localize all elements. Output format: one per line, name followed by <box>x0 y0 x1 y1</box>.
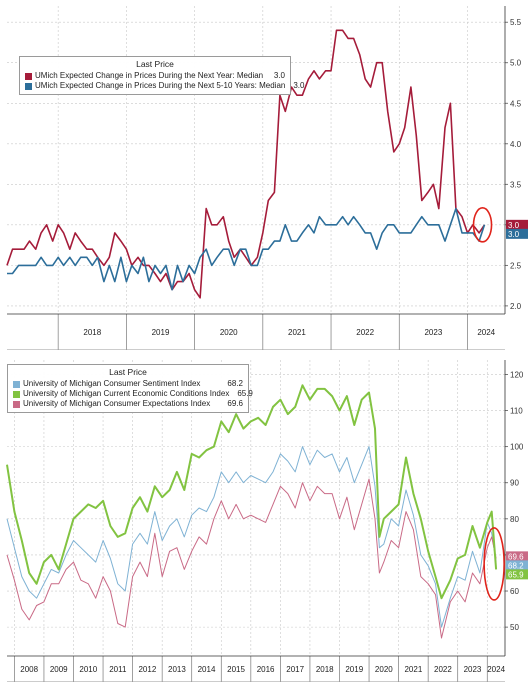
legend-last-value: 65.9 <box>237 389 253 398</box>
legend-series-name: University of Michigan Current Economic … <box>23 389 230 398</box>
legend-series-name: UMich Expected Change in Prices During t… <box>35 81 286 90</box>
last-value-tag <box>506 551 528 562</box>
legend-swatch <box>13 380 20 388</box>
legend-entry: University of Michigan Consumer Sentimen… <box>13 379 243 389</box>
legend-series-name: University of Michigan Consumer Sentimen… <box>23 379 201 388</box>
x-tick-label: 2011 <box>109 665 127 674</box>
x-tick-label: 2016 <box>257 665 275 674</box>
last-value-label: 69.6 <box>508 552 524 561</box>
highlight-circle <box>472 207 493 243</box>
legend-swatch <box>13 390 20 398</box>
x-tick-label: 2019 <box>152 328 170 337</box>
y-tick-label: 4.5 <box>510 99 522 108</box>
x-tick-label: 2022 <box>356 328 374 337</box>
series-line <box>6 478 497 639</box>
y-tick-label: 50 <box>510 623 519 632</box>
y-tick-label: 60 <box>510 587 519 596</box>
chart-1-legend: Last Price UMich Expected Change in Pric… <box>19 56 304 95</box>
last-value-tag <box>506 569 528 580</box>
x-tick-label: 2019 <box>345 665 363 674</box>
legend-swatch <box>25 82 32 90</box>
legend-swatch <box>13 400 20 408</box>
legend-entry: University of Michigan Consumer Expectat… <box>13 399 243 409</box>
x-tick-label: 2014 <box>198 665 216 674</box>
x-tick-label: 2018 <box>83 328 101 337</box>
y-tick-label: 120 <box>510 370 524 379</box>
x-tick-label: 2018 <box>316 665 334 674</box>
x-tick-label: 2010 <box>79 665 97 674</box>
legend-swatch <box>25 72 32 80</box>
x-tick-label: 2020 <box>220 328 238 337</box>
legend-last-value: 3.0 <box>293 81 305 90</box>
x-tick-label: 2024 <box>487 665 505 674</box>
legend-last-value: 69.6 <box>227 399 243 408</box>
x-tick-label: 2020 <box>375 665 393 674</box>
x-tick-label: 2008 <box>20 665 38 674</box>
y-tick-label: 110 <box>510 407 523 416</box>
legend-last-value: 68.2 <box>227 379 243 388</box>
last-value-label: 3.0 <box>508 221 520 230</box>
x-tick-label: 2009 <box>50 665 68 674</box>
plot-area <box>7 6 505 314</box>
y-tick-label: 5.5 <box>510 18 522 27</box>
last-value-label: 65.9 <box>508 570 524 579</box>
chart-2-legend: Last Price University of Michigan Consum… <box>7 364 253 413</box>
y-tick-label: 2.5 <box>510 261 522 270</box>
y-tick-label: 80 <box>510 515 519 524</box>
x-tick-label: 2015 <box>227 665 245 674</box>
last-value-tag <box>506 219 528 230</box>
legend-series-name: UMich Expected Change in Prices During t… <box>35 71 264 80</box>
y-tick-label: 3.5 <box>510 180 522 189</box>
x-tick-label: 2023 <box>424 328 442 337</box>
legend-entry: UMich Expected Change in Prices During t… <box>25 71 285 81</box>
last-value-tag <box>506 228 528 239</box>
legend-entry: University of Michigan Current Economic … <box>13 389 253 399</box>
last-value-tag <box>506 560 528 571</box>
series-line <box>6 384 498 600</box>
legend-last-value: 3.0 <box>273 71 285 80</box>
x-tick-label: 2022 <box>434 665 452 674</box>
x-tick-label: 2021 <box>288 328 306 337</box>
last-value-label: 68.2 <box>508 561 524 570</box>
y-tick-label: 2.0 <box>510 302 522 311</box>
last-value-label: 3.0 <box>508 230 520 239</box>
series-line <box>6 29 486 299</box>
legend-series-name: University of Michigan Consumer Expectat… <box>23 399 211 408</box>
x-tick-label: 2023 <box>464 665 482 674</box>
y-tick-label: 5.0 <box>510 59 522 68</box>
series-line <box>7 207 486 291</box>
y-tick-label: 100 <box>510 443 524 452</box>
x-tick-label: 2012 <box>138 665 156 674</box>
highlight-circle <box>483 527 505 601</box>
y-tick-label: 90 <box>510 479 519 488</box>
legend-title: Last Price <box>136 59 174 69</box>
x-tick-label: 2024 <box>477 328 495 337</box>
y-tick-label: 4.0 <box>510 140 522 149</box>
legend-title: Last Price <box>109 367 147 377</box>
x-tick-label: 2013 <box>168 665 186 674</box>
x-tick-label: 2017 <box>286 665 304 674</box>
x-tick-label: 2021 <box>404 665 422 674</box>
legend-entry: UMich Expected Change in Prices During t… <box>25 81 304 91</box>
series-line <box>6 446 497 628</box>
